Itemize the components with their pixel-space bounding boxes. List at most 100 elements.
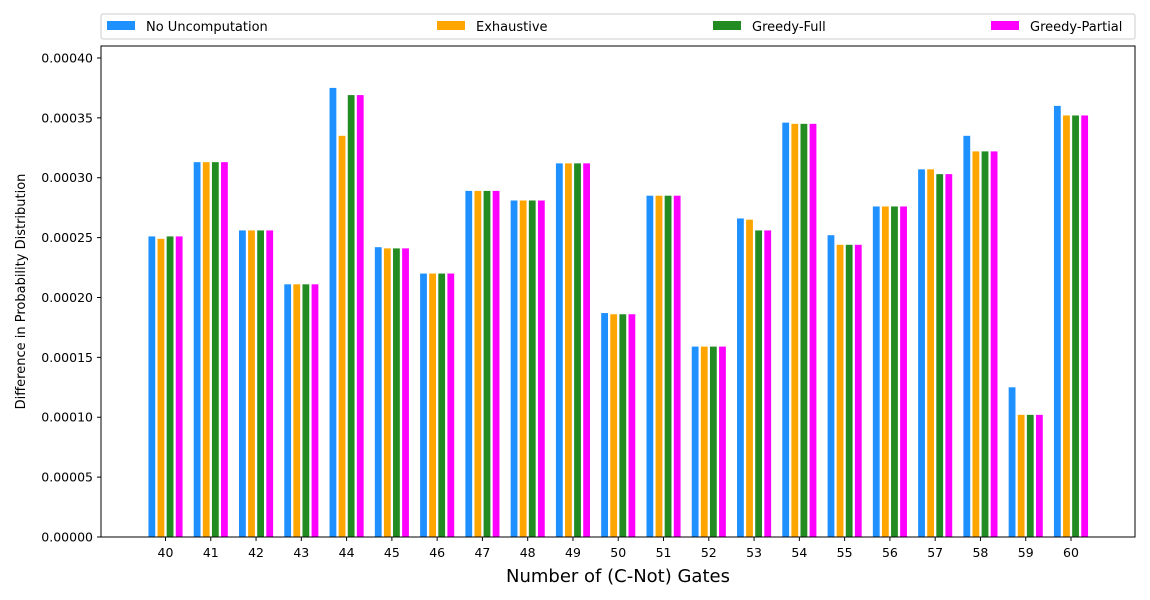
bar-no-uncomputation-41 <box>193 162 201 537</box>
bar-greedy-full-54 <box>800 123 808 537</box>
bar-exhaustive-48 <box>519 200 527 538</box>
bar-greedy-partial-42 <box>266 230 274 538</box>
legend-swatch <box>991 21 1019 30</box>
bar-no-uncomputation-43 <box>284 284 292 537</box>
bar-greedy-partial-60 <box>1081 115 1089 538</box>
bar-exhaustive-50 <box>610 314 618 537</box>
bar-no-uncomputation-45 <box>374 247 382 537</box>
legend-entry: No Uncomputation <box>107 20 268 35</box>
bar-no-uncomputation-57 <box>918 169 925 537</box>
x-tick-label: 42 <box>248 545 264 560</box>
bar-greedy-full-45 <box>393 248 400 537</box>
bar-greedy-partial-52 <box>719 346 726 537</box>
bar-exhaustive-45 <box>383 248 391 537</box>
bar-greedy-full-51 <box>664 195 672 537</box>
bar-greedy-partial-59 <box>1035 414 1043 537</box>
bar-no-uncomputation-50 <box>601 313 608 537</box>
legend-frame <box>100 13 1136 40</box>
bar-exhaustive-60 <box>1063 115 1070 538</box>
bar-greedy-full-40 <box>166 236 174 537</box>
bar-greedy-partial-53 <box>764 230 772 538</box>
bar-greedy-partial-58 <box>990 151 998 537</box>
bar-no-uncomputation-48 <box>510 200 518 538</box>
x-axis-title: Number of (C-Not) Gates <box>506 566 730 587</box>
bar-exhaustive-47 <box>474 190 482 537</box>
bar-greedy-partial-46 <box>447 273 455 537</box>
bar-greedy-full-47 <box>483 190 491 537</box>
x-tick-label: 47 <box>474 545 490 560</box>
bar-greedy-full-52 <box>709 346 717 537</box>
bar-no-uncomputation-55 <box>827 235 835 537</box>
bar-no-uncomputation-59 <box>1008 387 1016 537</box>
x-tick-label: 43 <box>293 545 309 560</box>
bar-no-uncomputation-49 <box>555 163 563 538</box>
bar-exhaustive-52 <box>700 346 708 537</box>
bar-no-uncomputation-58 <box>963 135 971 537</box>
bar-greedy-full-57 <box>936 174 944 537</box>
legend-label: Greedy-Partial <box>1030 20 1122 35</box>
bars-group <box>148 87 1089 538</box>
x-tick-label: 57 <box>927 545 943 560</box>
bar-greedy-partial-44 <box>356 95 364 537</box>
x-tick-label: 48 <box>520 545 536 560</box>
bar-greedy-partial-56 <box>900 206 907 537</box>
bar-greedy-full-49 <box>574 163 581 538</box>
bar-no-uncomputation-46 <box>420 273 427 537</box>
legend-label: No Uncomputation <box>146 20 268 35</box>
bar-greedy-partial-50 <box>628 314 636 537</box>
legend-swatch <box>107 21 135 30</box>
y-tick-label: 0.00035 <box>41 110 93 125</box>
x-tick-label: 49 <box>565 545 581 560</box>
bar-no-uncomputation-42 <box>239 230 246 538</box>
y-tick-label: 0.00025 <box>41 230 93 245</box>
x-axis: 40 41 42 43 44 45 46 47 48 49 50 51 52 53 54 55 56 57 58 59… <box>158 537 1079 560</box>
bar-exhaustive-58 <box>972 151 980 537</box>
bar-greedy-full-55 <box>845 244 853 538</box>
bar-greedy-partial-55 <box>854 244 862 538</box>
bar-greedy-full-53 <box>755 230 763 538</box>
legend-label: Exhaustive <box>476 20 548 35</box>
bar-greedy-partial-43 <box>311 284 319 537</box>
x-tick-label: 51 <box>656 545 672 560</box>
x-tick-label: 56 <box>882 545 898 560</box>
y-tick-label: 0.00030 <box>41 170 93 185</box>
bar-exhaustive-54 <box>791 123 799 537</box>
x-tick-label: 44 <box>339 545 355 560</box>
x-tick-label: 45 <box>384 545 400 560</box>
bar-greedy-partial-48 <box>537 200 545 538</box>
bar-exhaustive-53 <box>746 219 753 537</box>
bar-greedy-full-56 <box>891 206 898 537</box>
bar-exhaustive-51 <box>655 195 663 537</box>
y-axis: 0.00000 0.00005 0.00010 0.00015 0.00020 0.000… <box>41 50 101 545</box>
bar-greedy-full-42 <box>257 230 264 538</box>
bar-exhaustive-49 <box>565 163 572 538</box>
bar-no-uncomputation-47 <box>465 190 473 537</box>
x-tick-label: 58 <box>972 545 988 560</box>
x-tick-label: 41 <box>203 545 219 560</box>
bar-exhaustive-42 <box>248 230 255 538</box>
bar-no-uncomputation-60 <box>1053 105 1061 537</box>
bar-greedy-full-46 <box>438 273 446 537</box>
bar-greedy-full-43 <box>302 284 310 537</box>
bar-greedy-full-41 <box>211 162 219 537</box>
bar-no-uncomputation-40 <box>148 236 156 537</box>
x-tick-label: 55 <box>837 545 853 560</box>
bar-greedy-partial-57 <box>945 174 953 537</box>
x-tick-label: 52 <box>701 545 717 560</box>
bar-no-uncomputation-44 <box>329 87 337 537</box>
bar-exhaustive-44 <box>338 135 346 537</box>
bar-greedy-partial-45 <box>402 248 409 537</box>
x-tick-label: 50 <box>610 545 626 560</box>
bar-greedy-full-44 <box>347 95 355 537</box>
bar-exhaustive-55 <box>836 244 844 538</box>
x-tick-label: 54 <box>791 545 807 560</box>
y-tick-label: 0.00000 <box>41 530 93 545</box>
y-tick-label: 0.00040 <box>41 50 93 65</box>
bar-no-uncomputation-51 <box>646 195 654 537</box>
bar-greedy-partial-40 <box>175 236 183 537</box>
x-tick-label: 59 <box>1018 545 1034 560</box>
bar-greedy-full-60 <box>1072 115 1079 538</box>
bar-no-uncomputation-56 <box>872 206 880 537</box>
y-tick-label: 0.00020 <box>41 290 93 305</box>
bar-greedy-partial-54 <box>809 123 817 537</box>
